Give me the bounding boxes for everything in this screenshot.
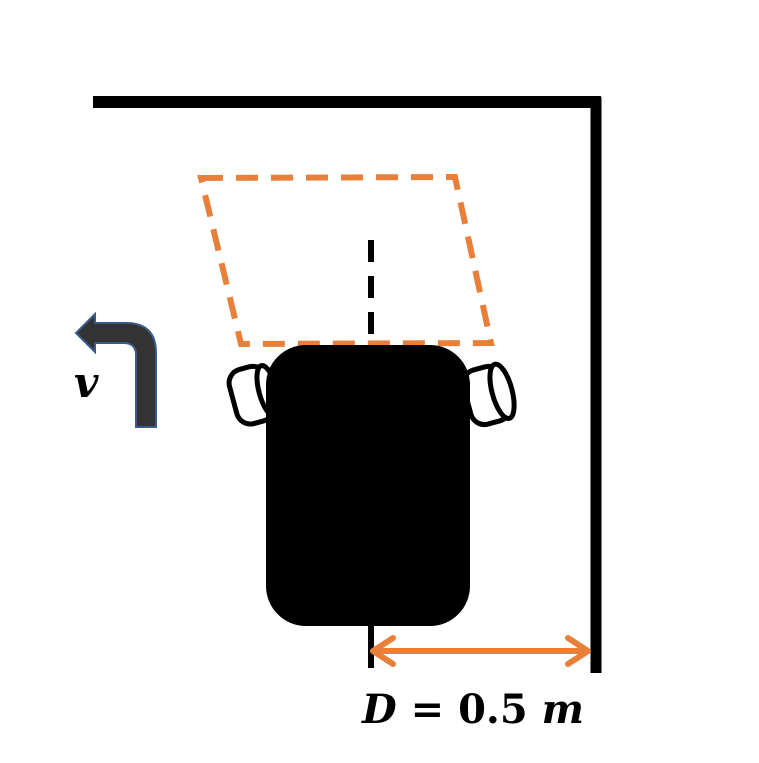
distance-equals: = (396, 686, 459, 733)
robot-body (266, 345, 470, 626)
turn-left-arrow-icon (74, 311, 157, 428)
velocity-label: v (74, 358, 99, 407)
right-wheel (460, 361, 517, 428)
distance-symbol: D (362, 686, 397, 733)
distance-label: D = 0.5 m (362, 690, 584, 730)
distance-arrow (370, 635, 591, 667)
distance-unit: m (541, 686, 584, 733)
target-zone (197, 173, 495, 348)
distance-value: 0.5 (458, 686, 528, 733)
